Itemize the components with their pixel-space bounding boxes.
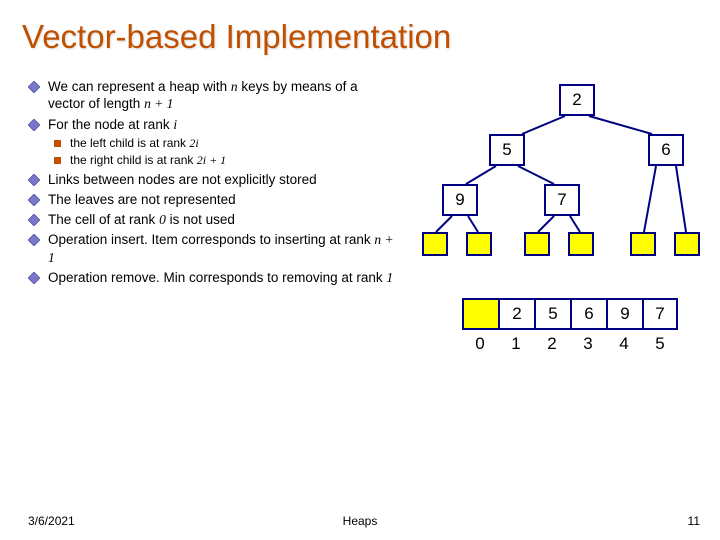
tree-leaf: [630, 232, 656, 256]
bullet-item: Operation remove. Min corresponds to rem…: [28, 269, 398, 286]
array-cell: 7: [642, 298, 678, 330]
sub-bullet-item: the left child is at rank 2i: [54, 136, 398, 151]
tree-node: 2: [559, 84, 595, 116]
bullet-text: Operation insert. Item corresponds to in…: [48, 231, 398, 266]
array-cell: [462, 298, 498, 330]
bullet-item: For the node at rank i: [28, 116, 398, 133]
array-index: 2: [534, 334, 570, 354]
bullet-item: We can represent a heap with n keys by m…: [28, 78, 398, 113]
bullet-text: The cell of at rank 0 is not used: [48, 211, 398, 228]
bullet-item: Operation insert. Item corresponds to in…: [28, 231, 398, 266]
array-index: 4: [606, 334, 642, 354]
heap-diagram: 2569725697012345: [404, 76, 704, 356]
tree-node: 7: [544, 184, 580, 216]
bullet-item: The cell of at rank 0 is not used: [28, 211, 398, 228]
array-index: 5: [642, 334, 678, 354]
bullet-item: Links between nodes are not explicitly s…: [28, 171, 398, 188]
array-cell: 5: [534, 298, 570, 330]
tree-node: 6: [648, 134, 684, 166]
diamond-bullet-icon: [28, 116, 48, 133]
bullet-list: We can represent a heap with n keys by m…: [28, 78, 398, 289]
array-cell: 2: [498, 298, 534, 330]
sub-bullet-text: the right child is at rank 2i + 1: [70, 153, 398, 168]
tree-leaf: [422, 232, 448, 256]
diamond-bullet-icon: [28, 211, 48, 228]
slide-title: Vector-based Implementation: [0, 0, 720, 56]
bullet-text: The leaves are not represented: [48, 191, 398, 208]
square-bullet-icon: [54, 136, 70, 151]
bullet-text: We can represent a heap with n keys by m…: [48, 78, 398, 113]
array-index: 0: [462, 334, 498, 354]
sub-bullet-item: the right child is at rank 2i + 1: [54, 153, 398, 168]
array-index: 1: [498, 334, 534, 354]
tree-node: 9: [442, 184, 478, 216]
square-bullet-icon: [54, 153, 70, 168]
array-indices: 012345: [462, 334, 678, 354]
tree-leaf: [568, 232, 594, 256]
bullet-text: Links between nodes are not explicitly s…: [48, 171, 398, 188]
diamond-bullet-icon: [28, 269, 48, 286]
sub-bullet-text: the left child is at rank 2i: [70, 136, 398, 151]
array-cell: 9: [606, 298, 642, 330]
tree-leaf: [524, 232, 550, 256]
diamond-bullet-icon: [28, 191, 48, 208]
footer-page-number: 11: [688, 514, 700, 528]
tree-leaf: [674, 232, 700, 256]
diamond-bullet-icon: [28, 171, 48, 188]
bullet-text: For the node at rank i: [48, 116, 398, 133]
bullet-item: The leaves are not represented: [28, 191, 398, 208]
array-cell: 6: [570, 298, 606, 330]
array-index: 3: [570, 334, 606, 354]
diamond-bullet-icon: [28, 231, 48, 266]
footer-title: Heaps: [0, 514, 720, 528]
diamond-bullet-icon: [28, 78, 48, 113]
array-cells: 25697: [462, 298, 678, 330]
tree-node: 5: [489, 134, 525, 166]
bullet-text: Operation remove. Min corresponds to rem…: [48, 269, 398, 286]
tree-leaf: [466, 232, 492, 256]
